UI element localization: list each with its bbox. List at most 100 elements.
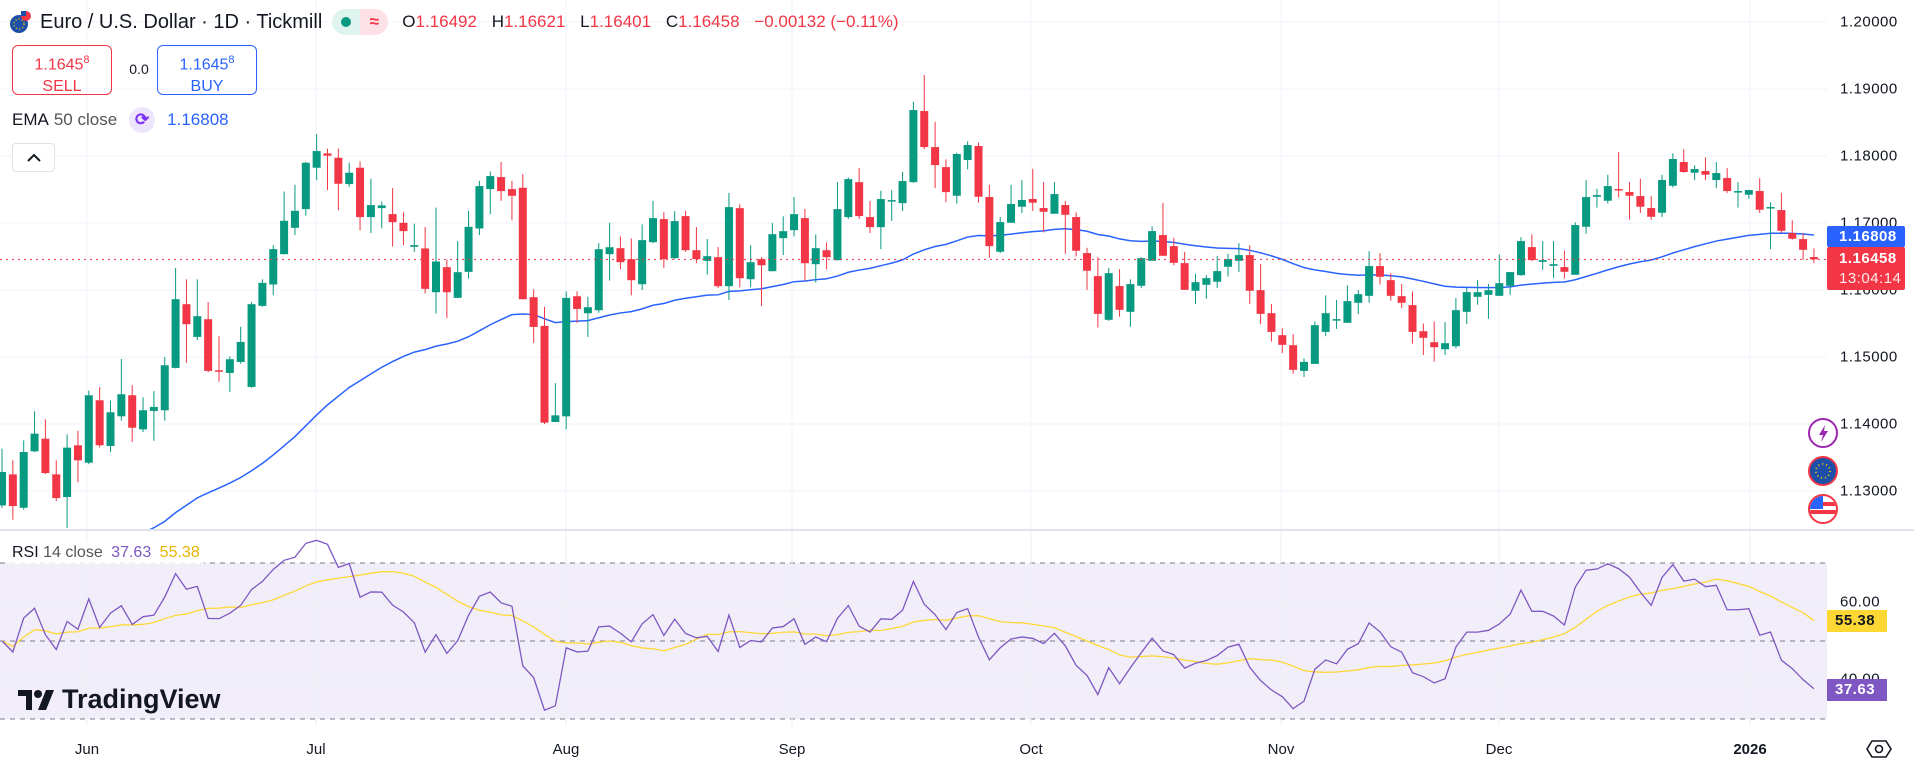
sell-label: SELL bbox=[42, 78, 82, 96]
candle-body bbox=[1603, 186, 1612, 201]
candle-body bbox=[1137, 258, 1146, 286]
candle bbox=[1734, 182, 1742, 208]
candle bbox=[52, 460, 61, 502]
candle bbox=[670, 210, 679, 260]
candle-body bbox=[1755, 191, 1764, 210]
us-event-icon[interactable] bbox=[1808, 494, 1838, 524]
candle-body bbox=[1115, 286, 1124, 310]
candle-body bbox=[1375, 266, 1384, 277]
pane-separator[interactable] bbox=[0, 529, 1914, 531]
candle-body bbox=[1343, 301, 1352, 323]
tradingview-logo[interactable]: TradingView bbox=[18, 684, 221, 715]
collapse-legend-button[interactable] bbox=[12, 143, 55, 172]
candle bbox=[345, 162, 354, 187]
lightning-event-icon[interactable] bbox=[1808, 418, 1838, 448]
candle-body bbox=[1788, 233, 1797, 239]
candle bbox=[1473, 279, 1482, 305]
candle-body bbox=[1614, 189, 1623, 191]
candle bbox=[1408, 291, 1417, 344]
buy-button[interactable]: 1.16458 BUY bbox=[157, 45, 257, 95]
rsi-ma-tag: 55.38 bbox=[1827, 610, 1887, 632]
symbol-title[interactable]: Euro / U.S. Dollar · 1D · Tickmill bbox=[40, 10, 323, 33]
candle-body bbox=[323, 153, 332, 156]
candle-body bbox=[996, 222, 1005, 252]
candle-body bbox=[410, 245, 419, 247]
candle bbox=[1755, 178, 1764, 213]
candle bbox=[1571, 222, 1580, 275]
candle-body bbox=[399, 222, 408, 232]
candle bbox=[616, 236, 625, 270]
ema-50-line bbox=[149, 228, 1815, 529]
candle bbox=[898, 172, 907, 211]
candle bbox=[1647, 196, 1656, 220]
ema-params: 50 close bbox=[53, 110, 118, 129]
candle-body bbox=[1734, 191, 1742, 193]
eu-event-icon[interactable] bbox=[1808, 456, 1838, 486]
candle-body bbox=[30, 433, 39, 452]
market-status-pill[interactable]: ≈ bbox=[332, 9, 389, 35]
close-label: C bbox=[665, 12, 679, 31]
candle bbox=[1723, 168, 1732, 193]
rsi-chart[interactable] bbox=[0, 530, 1827, 726]
chart-settings-icon[interactable] bbox=[1866, 738, 1892, 760]
candle-body bbox=[638, 240, 647, 285]
candle-body bbox=[1777, 210, 1786, 231]
candle bbox=[540, 306, 549, 424]
candle bbox=[84, 390, 93, 465]
candle bbox=[757, 257, 766, 307]
candle bbox=[844, 177, 853, 219]
candle bbox=[1712, 162, 1721, 189]
candle-body bbox=[8, 474, 17, 507]
eur-usd-flag-icon bbox=[10, 11, 31, 33]
candle bbox=[1614, 151, 1623, 198]
candle bbox=[63, 434, 72, 528]
candle bbox=[1636, 178, 1645, 213]
time-axis-label: Aug bbox=[552, 741, 580, 758]
candle-body bbox=[735, 208, 744, 279]
candle bbox=[1321, 295, 1330, 337]
candle-body bbox=[529, 297, 538, 327]
low-value: 1.16401 bbox=[589, 12, 652, 31]
candle-body bbox=[486, 176, 495, 190]
candle-body bbox=[1744, 190, 1753, 195]
candle bbox=[974, 142, 983, 203]
candle bbox=[909, 101, 918, 183]
change-value: −0.00132 (−0.11%) bbox=[754, 12, 899, 31]
candle-body bbox=[1451, 310, 1460, 347]
candle-body bbox=[1527, 247, 1536, 261]
candle-body bbox=[1007, 204, 1016, 223]
candles bbox=[0, 74, 1818, 528]
candle bbox=[1213, 255, 1222, 288]
candle bbox=[106, 400, 115, 453]
candle-body bbox=[356, 167, 365, 218]
ema-legend[interactable]: EMA 50 close ⟳ 1.16808 bbox=[12, 107, 229, 133]
time-axis-label: Oct bbox=[1019, 741, 1043, 758]
candle bbox=[1592, 188, 1601, 208]
time-axis-label: Jun bbox=[74, 741, 100, 758]
candle bbox=[1310, 321, 1319, 364]
close-value: 1.16458 bbox=[678, 12, 740, 31]
candle bbox=[1017, 180, 1026, 213]
sell-price: 1.1645 bbox=[34, 56, 84, 74]
candle bbox=[225, 356, 234, 392]
candle bbox=[160, 357, 169, 421]
chevron-up-icon bbox=[26, 153, 41, 162]
candle bbox=[1788, 220, 1797, 240]
candle bbox=[442, 259, 451, 319]
candle-body bbox=[1712, 173, 1721, 181]
candle bbox=[1224, 253, 1233, 277]
ema-value: 1.16808 bbox=[167, 110, 229, 129]
last-price-tag: 1.16458 13:04:14 bbox=[1827, 247, 1905, 290]
candle bbox=[1495, 254, 1504, 297]
candle-body bbox=[1517, 241, 1525, 276]
sell-button[interactable]: 1.16458 SELL bbox=[12, 45, 112, 95]
refresh-icon[interactable]: ⟳ bbox=[129, 107, 156, 133]
candle-body bbox=[779, 231, 788, 239]
candle-body bbox=[1484, 290, 1493, 295]
rsi-legend[interactable]: RSI 14 close 37.63 55.38 bbox=[8, 542, 204, 564]
candle-body bbox=[1592, 195, 1601, 197]
candle bbox=[464, 210, 473, 279]
price-chart[interactable] bbox=[0, 0, 1827, 529]
candle bbox=[290, 184, 299, 236]
candle bbox=[931, 121, 940, 189]
